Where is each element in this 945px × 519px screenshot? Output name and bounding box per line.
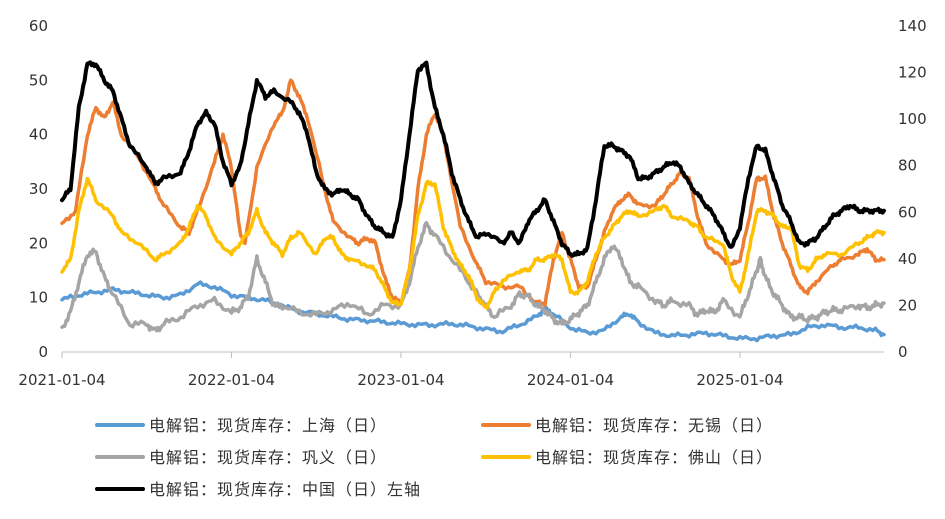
right-tick-label: 140 <box>898 17 927 35</box>
right-tick-label: 0 <box>898 343 908 361</box>
left-tick-label: 10 <box>29 289 48 307</box>
legend-label-4: 电解铝：现货库存：中国（日）左轴 <box>149 480 421 499</box>
legend-label-0: 电解铝：现货库存：上海（日） <box>149 416 387 435</box>
right-tick-label: 20 <box>898 296 917 314</box>
series-line-4 <box>60 60 886 258</box>
x-tick-label: 2025-01-04 <box>696 371 783 389</box>
right-y-axis: 0 20 40 60 80 100 120 140 <box>898 17 927 361</box>
right-tick-label: 60 <box>898 203 917 221</box>
right-tick-label: 100 <box>898 110 927 128</box>
legend-label-1: 电解铝：现货库存：无锡（日） <box>535 416 773 435</box>
series-line-3 <box>60 176 886 310</box>
series-line-1 <box>60 78 886 308</box>
left-tick-label: 40 <box>29 126 48 144</box>
x-tick-label: 2024-01-04 <box>527 371 614 389</box>
left-tick-label: 60 <box>29 17 48 35</box>
series-line-0 <box>60 280 886 343</box>
legend: 电解铝：现货库存：上海（日） 电解铝：现货库存：无锡（日） 电解铝：现货库存：巩义（… <box>95 416 773 499</box>
left-tick-label: 30 <box>29 180 48 198</box>
series-line-2 <box>60 220 886 333</box>
left-tick-label: 20 <box>29 234 48 252</box>
right-tick-label: 40 <box>898 250 917 268</box>
series-layer <box>60 60 886 343</box>
right-tick-label: 80 <box>898 157 917 175</box>
left-tick-label: 0 <box>38 343 48 361</box>
legend-label-3: 电解铝：现货库存：佛山（日） <box>535 448 773 467</box>
x-tick-label: 2023-01-04 <box>357 371 444 389</box>
x-axis-ticks: 2021-01-04 2022-01-04 2023-01-04 2024-01-04… <box>18 352 784 389</box>
x-tick-label: 2021-01-04 <box>18 371 105 389</box>
right-tick-label: 120 <box>898 64 927 82</box>
left-y-axis: 0 10 20 30 40 50 60 <box>29 17 48 361</box>
x-tick-label: 2022-01-04 <box>188 371 275 389</box>
left-tick-label: 50 <box>29 71 48 89</box>
legend-label-2: 电解铝：现货库存：巩义（日） <box>149 448 387 467</box>
